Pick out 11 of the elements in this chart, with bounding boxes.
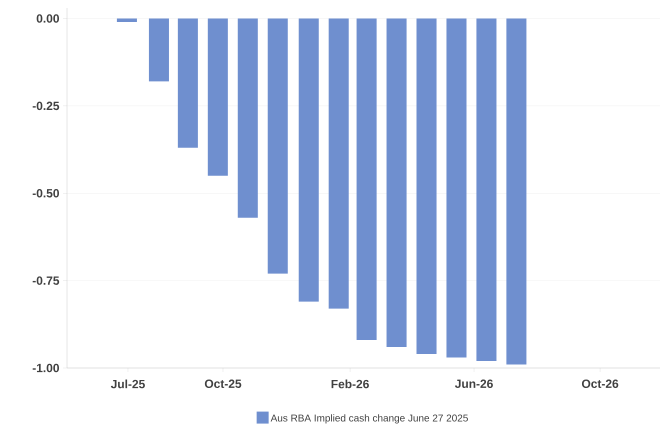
- x-tick-label: Feb-26: [332, 380, 369, 388]
- y-tick-label: -0.50: [32, 189, 59, 198]
- legend-label: Aus RBA Implied cash change June 27 2025: [270, 414, 468, 424]
- x-tick-label: Oct-26: [582, 380, 618, 388]
- x-tick-label: Oct-25: [204, 380, 242, 388]
- y-tick-label: -0.25: [32, 102, 60, 110]
- y-tick-label: -1.00: [32, 364, 59, 372]
- y-tick-label: 0.00: [36, 14, 59, 23]
- y-tick-label: -0.75: [32, 276, 60, 285]
- x-tick-label: Jul-25: [110, 380, 145, 388]
- x-tick-label: Jun-26: [454, 380, 493, 388]
